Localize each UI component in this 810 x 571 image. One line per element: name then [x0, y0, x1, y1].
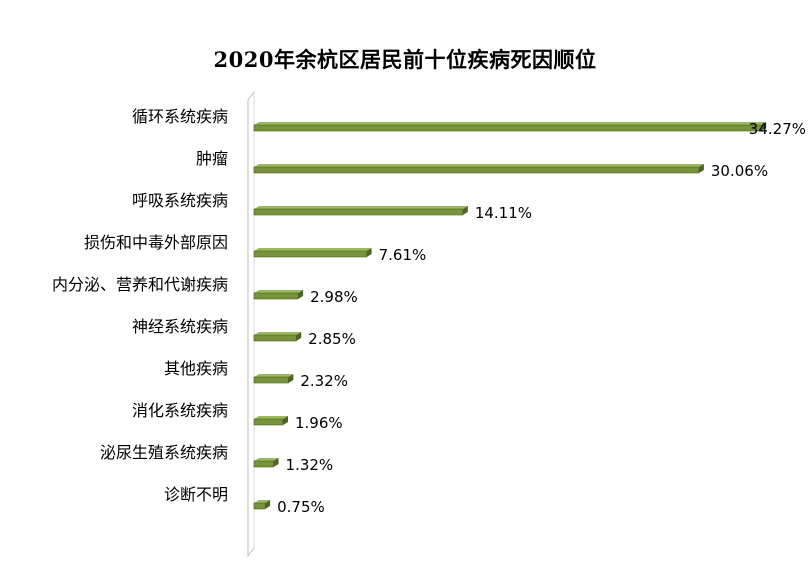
bar-front-face	[253, 418, 284, 426]
bar-end-face	[273, 458, 279, 467]
bar-top-face	[254, 416, 289, 419]
bar-9	[253, 458, 279, 468]
bar-end-face	[761, 122, 767, 131]
category-label: 内分泌、营养和代谢疾病	[52, 275, 228, 294]
category-label: 循环系统疾病	[132, 107, 228, 126]
data-label: 30.06%	[711, 162, 768, 180]
bar-3	[253, 206, 468, 216]
category-label: 损伤和中毒外部原因	[84, 233, 228, 252]
bar-front-face	[253, 376, 289, 384]
bar-end-face	[283, 416, 289, 425]
bar-6	[253, 332, 302, 342]
bar-front-face	[253, 124, 762, 132]
bar-end-face	[265, 500, 271, 509]
data-label: 0.75%	[277, 498, 325, 516]
data-label: 34.27%	[749, 120, 806, 138]
data-label: 14.11%	[475, 204, 532, 222]
bar-8	[253, 416, 289, 426]
bar-end-face	[462, 206, 468, 215]
bar-4	[253, 248, 372, 258]
bar-end-face	[298, 290, 304, 299]
bar-top-face	[254, 248, 372, 251]
data-label: 2.32%	[300, 372, 348, 390]
bar-top-face	[254, 332, 302, 335]
bar-10	[253, 500, 271, 510]
category-label: 泌尿生殖系统疾病	[100, 443, 228, 462]
category-label: 其他疾病	[164, 359, 228, 378]
bar-top-face	[254, 122, 767, 125]
axis-wall	[247, 90, 255, 558]
data-label: 1.96%	[295, 414, 343, 432]
bar-end-face	[366, 248, 372, 257]
bar-5	[253, 290, 304, 300]
bar-top-face	[254, 374, 294, 377]
bar-front-face	[253, 250, 367, 258]
category-label: 呼吸系统疾病	[132, 191, 228, 210]
category-label: 消化系统疾病	[132, 401, 228, 420]
bar-2	[253, 164, 704, 174]
category-label: 诊断不明	[164, 485, 228, 504]
bar-top-face	[254, 500, 271, 503]
bar-end-face	[288, 374, 294, 383]
data-label: 7.61%	[379, 246, 427, 264]
bar-top-face	[254, 290, 304, 293]
bar-front-face	[253, 334, 297, 342]
bar-top-face	[254, 458, 279, 461]
bar-front-face	[253, 292, 299, 300]
bar-front-face	[253, 166, 700, 174]
chart-title: 2020年余杭区居民前十位疾病死因顺位	[213, 47, 597, 72]
data-label: 2.98%	[310, 288, 358, 306]
bar-top-face	[254, 206, 468, 209]
category-label: 神经系统疾病	[132, 317, 228, 336]
category-label: 肿瘤	[196, 149, 228, 168]
bar-1	[253, 122, 767, 132]
bar-front-face	[253, 208, 464, 216]
bar-end-face	[296, 332, 302, 341]
bar-top-face	[254, 164, 704, 167]
bar-end-face	[698, 164, 704, 173]
bar-front-face	[253, 502, 266, 510]
bar-front-face	[253, 460, 274, 468]
data-label: 1.32%	[286, 456, 334, 474]
data-label: 2.85%	[308, 330, 356, 348]
bar-7	[253, 374, 294, 384]
